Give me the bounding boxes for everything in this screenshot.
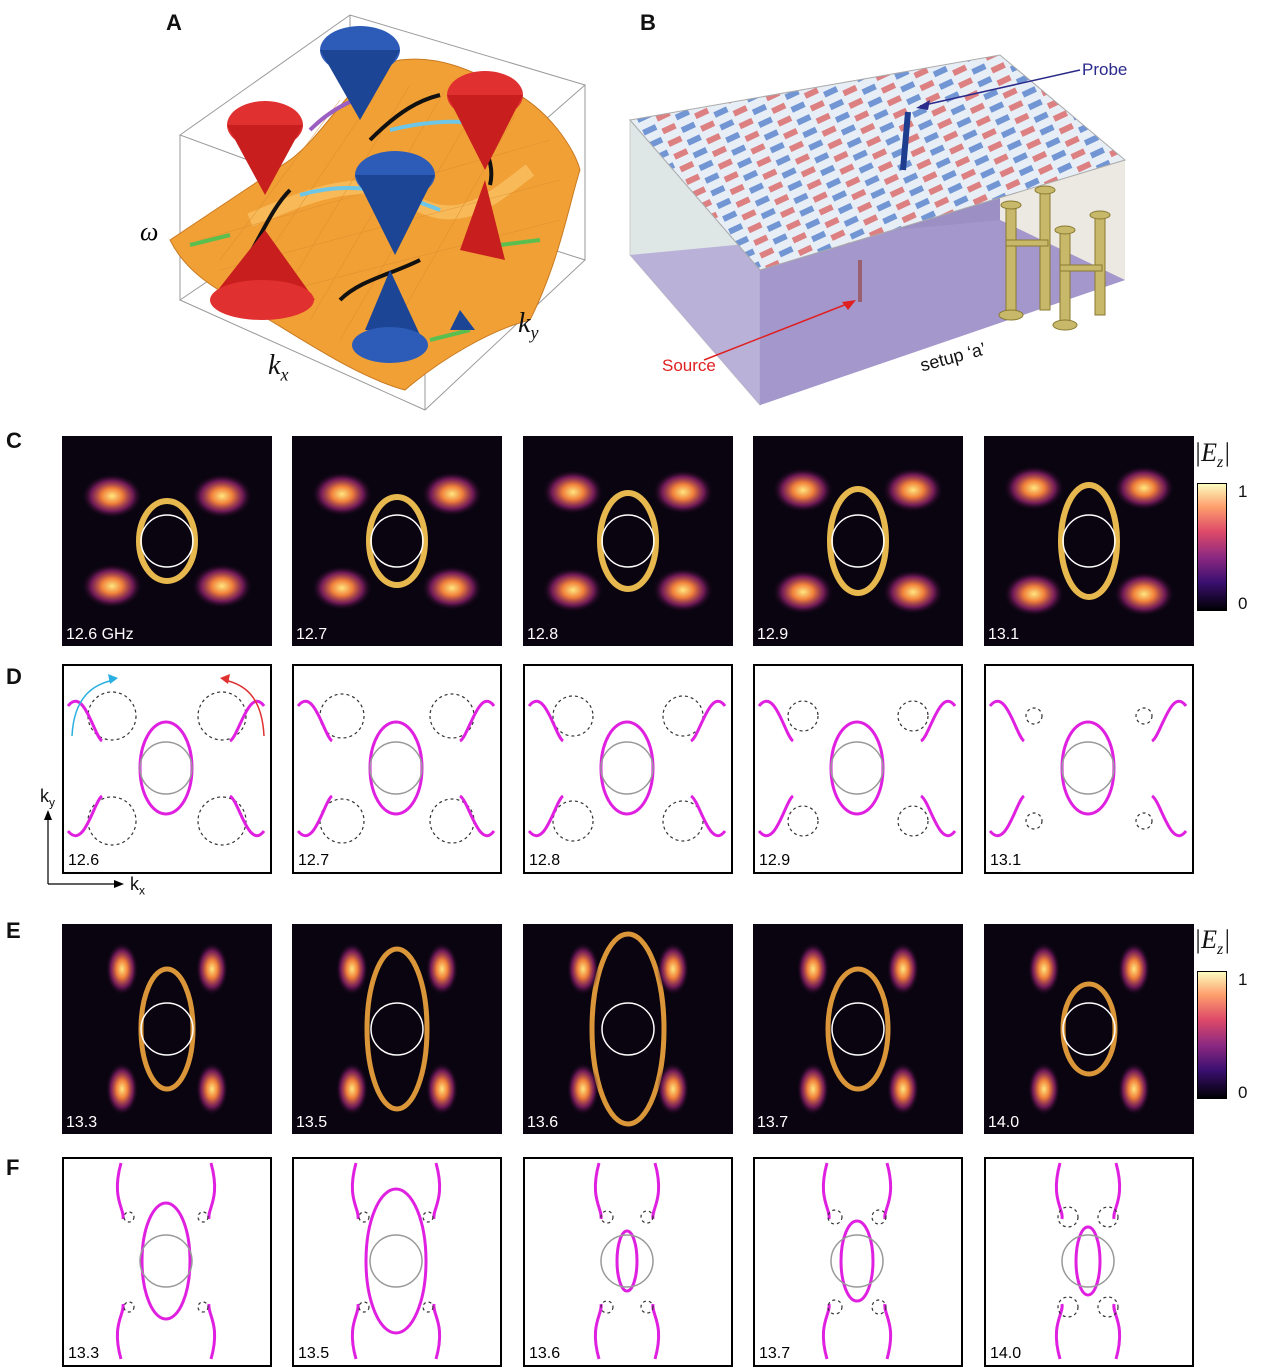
kx-indicator-label: kx (130, 874, 145, 898)
frequency-label: 12.7 (296, 626, 328, 643)
frequency-label: 12.9 (757, 626, 789, 643)
panel-label-f: F (6, 1155, 20, 1180)
frequency-label: 13.3 (68, 1345, 100, 1362)
frequency-label: 13.7 (757, 1114, 789, 1131)
iso-frequency-contour-rowD-0: 12.6 (62, 664, 272, 874)
contour-graphic (988, 699, 1188, 838)
colorbar-title-e: |Ez| (1194, 925, 1231, 959)
heatmap-graphic (1004, 466, 1174, 616)
contour-graphic (66, 674, 266, 846)
kx-axis-label: kx (268, 350, 289, 385)
ky-axis-label: ky (518, 308, 539, 343)
heatmap-graphic (773, 468, 943, 614)
frequency-label: 12.6 (68, 852, 100, 869)
frequency-label: 14.0 (988, 1114, 1020, 1131)
colorbar-max-e: 1 (1238, 970, 1248, 989)
heatmap-graphic (82, 474, 252, 608)
panel-label-d: D (6, 664, 22, 689)
contour-graphic (593, 1162, 661, 1360)
heatmap-graphic (797, 943, 919, 1115)
band-structure-figure: ω (140, 14, 587, 411)
frequency-label: 14.0 (990, 1345, 1022, 1362)
omega-label: ω (140, 217, 158, 246)
iso-frequency-contour-rowF-0: 13.3 (62, 1157, 272, 1367)
source-label: Source (662, 356, 716, 375)
iso-frequency-contour-rowD-4: 13.1 (984, 664, 1194, 874)
colorbar-min-c: 0 (1238, 594, 1248, 613)
heatmap-graphic (106, 943, 228, 1115)
iso-frequency-contour-rowF-1: 13.5 (292, 1157, 502, 1367)
panel-label-a: A (166, 10, 182, 35)
heatmap-graphic (567, 931, 689, 1127)
probe-label: Probe (1082, 60, 1128, 79)
heatmap-graphic (336, 943, 458, 1115)
red-cone-group (210, 71, 523, 320)
contour-graphic (821, 1162, 893, 1360)
frequency-label: 13.5 (298, 1345, 330, 1362)
contour-graphic (757, 699, 957, 838)
frequency-label: 12.8 (527, 626, 559, 643)
frequency-label: 12.8 (529, 852, 561, 869)
field-map-rowC-3: 12.9 (753, 436, 963, 646)
iso-frequency-contour-rowD-2: 12.8 (523, 664, 733, 874)
contour-graphic (1054, 1162, 1122, 1360)
field-map-rowC-2: 12.8 (523, 436, 733, 646)
field-map-rowE-4: 14.0 (984, 924, 1194, 1134)
heatmap-graphic (543, 470, 713, 612)
field-map-rowE-2: 13.6 (523, 924, 733, 1134)
frequency-label: 13.5 (296, 1114, 328, 1131)
heatmap-graphic (312, 472, 482, 610)
iso-frequency-contour-rowF-4: 14.0 (984, 1157, 1194, 1367)
frequency-label: 13.3 (66, 1114, 98, 1131)
contour-graphic (350, 1162, 442, 1360)
contour-graphic (527, 695, 727, 842)
frequency-label: 12.7 (298, 852, 330, 869)
iso-frequency-contour-rowD-3: 12.9 (753, 664, 963, 874)
colorbar-c (1197, 483, 1227, 611)
colorbar-min-e: 0 (1238, 1083, 1248, 1102)
blue-cone-group (320, 26, 475, 363)
colorbar-title-c: |Ez| (1194, 438, 1231, 472)
experimental-setup-figure (629, 54, 1127, 407)
frequency-label: 12.6 GHz (66, 626, 134, 643)
colorbar-e (1197, 971, 1227, 1099)
k-axis-arrows (44, 810, 124, 888)
panel-label-c: C (6, 428, 22, 453)
frequency-label: 12.9 (759, 852, 791, 869)
frequency-label: 13.1 (988, 626, 1020, 643)
field-map-rowC-4: 13.1 (984, 436, 1194, 646)
frequency-label: 13.1 (990, 852, 1022, 869)
field-map-rowE-3: 13.7 (753, 924, 963, 1134)
panel-label-e: E (6, 918, 21, 943)
iso-frequency-contour-rowD-1: 12.7 (292, 664, 502, 874)
frequency-label: 13.6 (527, 1114, 559, 1131)
colorbar-max-c: 1 (1238, 482, 1248, 501)
field-map-rowE-0: 13.3 (62, 924, 272, 1134)
iso-frequency-contour-rowF-3: 13.7 (753, 1157, 963, 1367)
field-map-rowC-1: 12.7 (292, 436, 502, 646)
ky-indicator-label: ky (40, 786, 55, 810)
field-map-rowE-1: 13.5 (292, 924, 502, 1134)
field-map-rowC-0: 12.6 GHz (62, 436, 272, 646)
panel-label-b: B (640, 10, 656, 35)
contour-graphic (296, 693, 496, 844)
iso-frequency-contour-rowF-2: 13.6 (523, 1157, 733, 1367)
contour-graphic (115, 1162, 217, 1360)
frequency-label: 13.7 (759, 1345, 791, 1362)
heatmap-graphic (1028, 943, 1150, 1115)
frequency-label: 13.6 (529, 1345, 561, 1362)
